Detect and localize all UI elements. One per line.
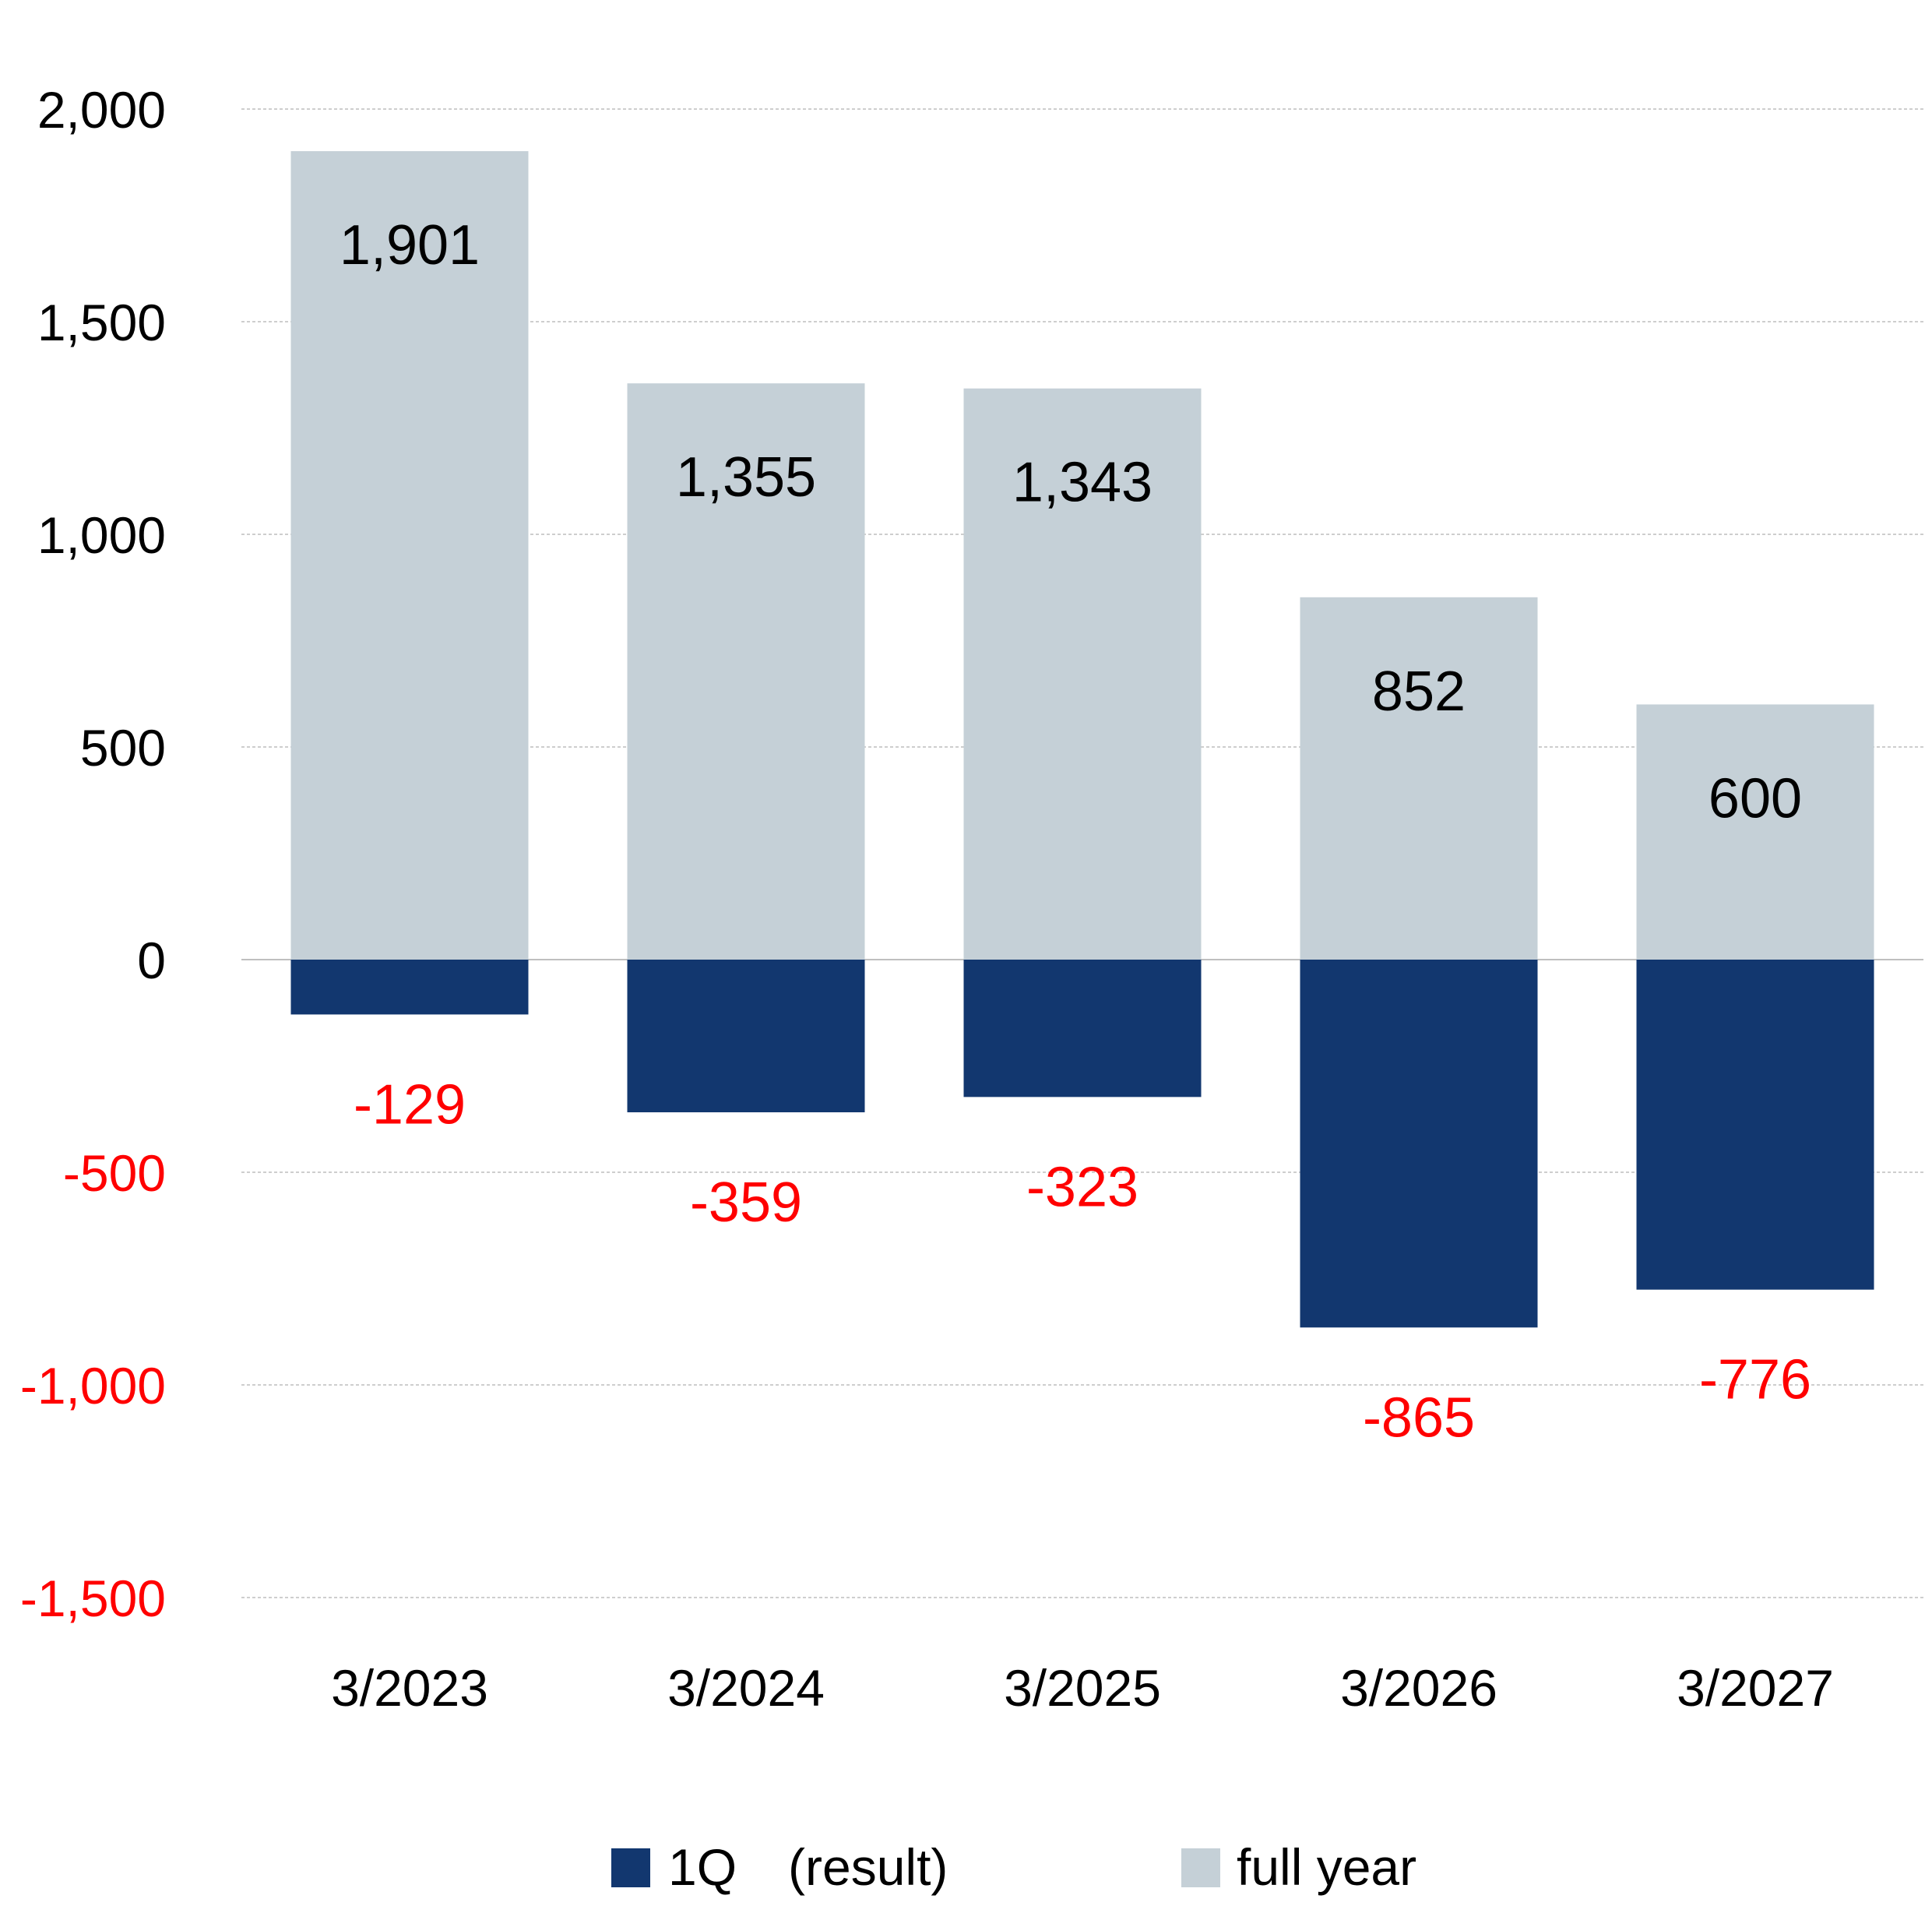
data-label-1q-result: -359 [690, 1171, 802, 1234]
x-category-label: 3/2025 [1004, 1659, 1161, 1717]
bar-full-year [290, 151, 529, 960]
data-label-full-year: 852 [1372, 661, 1466, 723]
data-label-full-year: 1,343 [1012, 452, 1153, 514]
x-category-label: 3/2023 [331, 1659, 488, 1717]
axis-labels: 2,000 1,500 1,000 500 0 -500 -1,000 -1,500 3/202… [20, 81, 1834, 1717]
bar-1q-result [1636, 960, 1874, 1290]
legend-label-1q-result: 1Q (result) [668, 1838, 948, 1896]
bars [290, 151, 1874, 1328]
data-label-full-year: 1,901 [340, 214, 480, 277]
bar-1q-result [290, 960, 529, 1015]
y-tick-label: 1,500 [37, 294, 166, 351]
data-label-1q-result: -865 [1363, 1386, 1475, 1449]
legend-swatch-1q-result [611, 1848, 650, 1887]
y-tick-label: 0 [137, 932, 166, 989]
legend: 1Q (result) full year [611, 1838, 1416, 1896]
data-label-1q-result: -129 [354, 1073, 466, 1136]
x-category-label: 3/2027 [1677, 1659, 1834, 1717]
bar-1q-result [627, 960, 865, 1113]
bar-full-year [963, 388, 1202, 960]
data-label-1q-result: -323 [1026, 1156, 1138, 1218]
y-tick-label: -1,000 [20, 1357, 166, 1414]
data-label-full-year: 600 [1709, 767, 1802, 830]
legend-label-full-year: full year [1237, 1838, 1416, 1896]
y-tick-label: 1,000 [37, 506, 166, 564]
legend-swatch-full-year [1181, 1848, 1220, 1887]
bar-1q-result [963, 960, 1202, 1097]
bar-full-year [1300, 597, 1538, 960]
x-category-label: 3/2026 [1340, 1659, 1497, 1717]
data-label-1q-result: -776 [1699, 1349, 1811, 1411]
bar-1q-result [1300, 960, 1538, 1328]
data-labels: 1,901 -129 1,355 -359 1,343 -323 852 -865 600 -77… [340, 214, 1811, 1449]
bar-full-year [1636, 704, 1874, 960]
bar-full-year [627, 383, 865, 960]
x-category-label: 3/2024 [667, 1659, 825, 1717]
y-tick-label: 2,000 [37, 81, 166, 139]
data-label-full-year: 1,355 [676, 446, 816, 509]
y-tick-label: -500 [63, 1144, 166, 1202]
y-tick-label: 500 [80, 719, 166, 777]
y-tick-label: -1,500 [20, 1570, 166, 1627]
